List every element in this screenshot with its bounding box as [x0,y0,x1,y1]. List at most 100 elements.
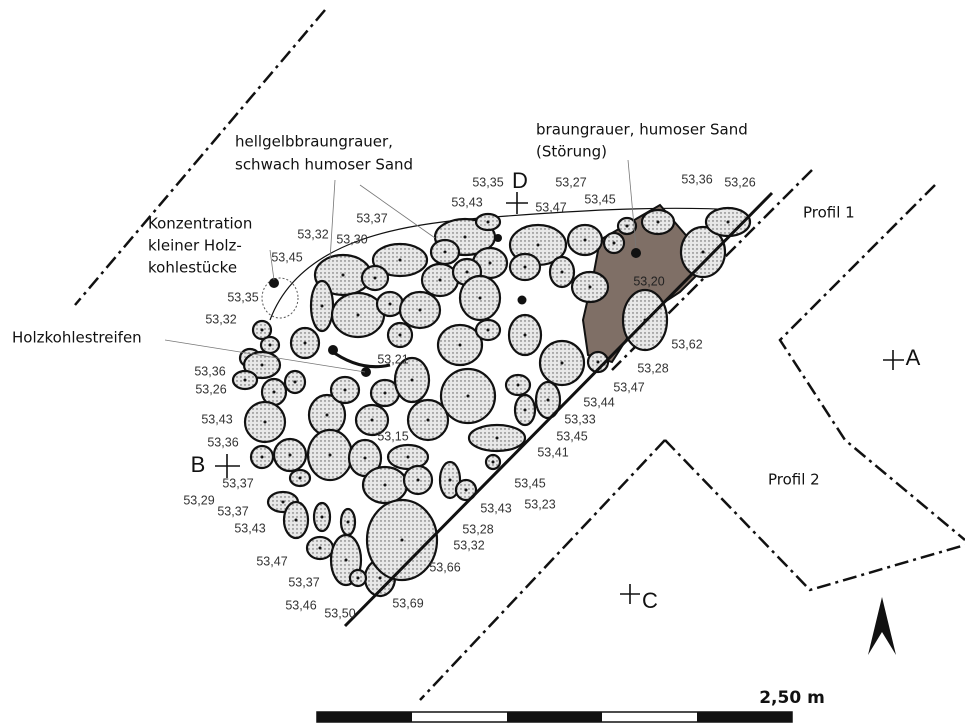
point-label: B [191,452,206,477]
elevation-label: 53,41 [537,445,568,459]
stone-center [289,454,292,457]
stone-center [589,286,592,289]
stone-center [466,271,469,274]
label: (Störung) [536,143,607,161]
stone-center [657,221,660,224]
elevation-label: 53,45 [271,250,302,264]
stone-center [342,274,345,277]
stone-center [487,329,490,332]
elevation-label: 53,47 [256,554,287,568]
elevation-label: 53,45 [514,476,545,490]
stone-center [626,225,629,228]
stone-center [417,479,420,482]
elevation-label: 53,35 [472,175,503,189]
stone-center [459,344,462,347]
stone-center [244,379,247,382]
stone-center [401,539,404,542]
elevation-label: 53,66 [429,560,460,574]
stone-center [561,362,564,365]
label: schwach humoser Sand [235,156,413,174]
elevation-label: 53,69 [392,596,423,610]
elevation-label: 53,46 [285,598,316,612]
elevation-label: 53,27 [555,175,586,189]
stone-center [427,419,430,422]
stone-center [273,391,276,394]
elevation-label: 53,26 [195,382,226,396]
label: hellgelbbraungrauer, [235,133,393,151]
elevation-label: 53,28 [462,522,493,536]
elevation-label: 53,37 [217,504,248,518]
stone-center [702,251,705,254]
stone-center [467,395,470,398]
elevation-label: 53,36 [681,172,712,186]
stone-center [465,489,468,492]
stone-center [374,277,377,280]
elevation-label: 53,15 [377,429,408,443]
stone-center [524,334,527,337]
point-label: D [512,168,528,193]
stone-center [439,279,442,282]
elevation-label: 53,47 [535,200,566,214]
stone-center [496,437,499,440]
stone-center [561,271,564,274]
stone-center [304,342,307,345]
stone-center [282,501,285,504]
label: Konzentration [148,215,252,233]
elevation-label: 53,36 [207,435,238,449]
label: kohlestücke [148,259,237,277]
elevation-label: 53,43 [451,195,482,209]
stone-center [419,309,422,312]
stone-center [407,456,410,459]
elevation-label: 53,37 [288,575,319,589]
elevation-label: 53,43 [234,521,265,535]
stone-center [379,577,382,580]
elevation-label: 53,43 [480,501,511,515]
label: kleiner Holz- [148,237,242,255]
elevation-label: 53,44 [583,395,614,409]
stone-center [261,329,264,332]
stone-center [326,414,329,417]
stone-center [411,379,414,382]
stone-center [584,239,587,242]
elevation-label: 53,28 [637,361,668,375]
elevation-label: 53,47 [613,380,644,394]
elevation-label: 53,35 [227,290,258,304]
elevation-label: 53,26 [724,175,755,189]
elevation-label: 53,32 [453,538,484,552]
stone-center [547,399,550,402]
elevation-label: 53,45 [556,429,587,443]
elevation-label: 53,32 [205,312,236,326]
elevation-label: 53,30 [336,232,367,246]
stone-center [357,314,360,317]
elevation-label: 53,21 [377,352,408,366]
stone-center [727,221,730,224]
stone-center [597,361,600,364]
stone-center [489,262,492,265]
stone-center [389,303,392,306]
stone-center [344,389,347,392]
stone-center [347,521,350,524]
concentration-ring [262,278,298,318]
point-label: A [906,345,921,370]
label: Profil 1 [803,204,855,222]
stone-center [319,547,322,550]
elevation-label: 53,37 [356,211,387,225]
stone-center [449,479,452,482]
stone-center [399,259,402,262]
elevation-label: 53,29 [183,493,214,507]
stone-center [321,516,324,519]
elevation-label: 53,33 [564,412,595,426]
label: braungrauer, humoser Sand [536,121,748,139]
elevation-label: 53,36 [194,364,225,378]
stone-center [384,392,387,395]
stone-center [261,456,264,459]
north-arrow [868,597,896,655]
stone-center [384,484,387,487]
elevation-label: 53,50 [324,606,355,620]
stone-center [487,221,490,224]
elevation-label: 53,45 [584,192,615,206]
point-label: C [642,588,658,613]
elevation-label: 53,43 [201,412,232,426]
elevation-label: 53,62 [671,337,702,351]
label: Holzkohlestreifen [12,329,142,347]
